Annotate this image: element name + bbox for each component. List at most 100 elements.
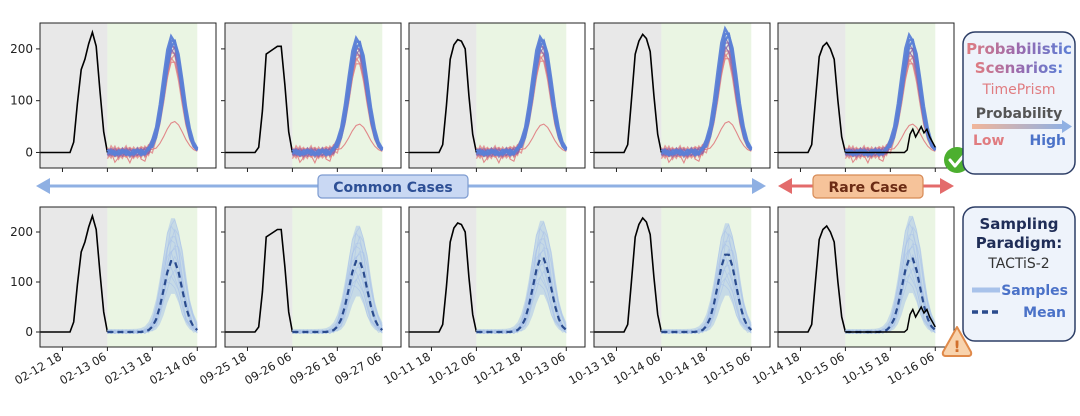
- plot-area-r0-c0: [40, 29, 199, 165]
- ytick-label-r1-0: 0: [25, 325, 33, 339]
- xtick-label-c2-2: 10-12 18: [471, 349, 523, 387]
- common-banner-label: Common Cases: [333, 180, 452, 196]
- panel-frame-r0-c3: [593, 22, 771, 169]
- panel-frame-r1-c1: [224, 206, 402, 348]
- legend-tactis: Sampling Paradigm: TACTiS-2 Samples Mean: [962, 206, 1076, 342]
- rare-case-banner: Rare Case: [778, 174, 954, 199]
- legend-high-label: High: [1029, 133, 1066, 149]
- panel-frame-r0-c1: [224, 22, 402, 169]
- mean-series-r1-c0: [107, 260, 199, 334]
- history-series-r1-c1: [225, 228, 294, 333]
- legend-low-label: Low: [973, 133, 1005, 149]
- history-series-r1-c4: [778, 224, 847, 333]
- plot-area-r0-c3: [594, 25, 753, 165]
- legend-probability-label: Probability: [976, 106, 1063, 122]
- history-series-r0-c4: [778, 41, 847, 154]
- legend-top-title-1: Probabilistic: [966, 40, 1072, 58]
- legend-top-method: TimePrism: [981, 82, 1055, 98]
- legend-bottom-method: TACTiS-2: [987, 256, 1049, 272]
- panel-frame-r1-c3: [593, 206, 771, 348]
- panel-frame-r0-c4: [777, 22, 955, 169]
- plot-area-r1-c3: [594, 216, 753, 334]
- scenario-r0-c2-s0: [475, 34, 568, 156]
- history-region-r0-c0: [40, 23, 108, 168]
- xtick-label-c3-2: 10-14 18: [656, 349, 708, 387]
- plot-area-r0-c2: [409, 34, 568, 165]
- panel-r0-c2: [405, 22, 586, 172]
- history-series-r1-c3: [594, 216, 663, 333]
- sample-strand-r1-c0-12: [107, 236, 198, 334]
- history-series-r0-c1: [225, 45, 294, 154]
- panel-r0-c1: [221, 22, 402, 172]
- mean-series-r1-c3: [661, 253, 753, 334]
- xtick-label-c2-3: 10-13 06: [516, 349, 568, 387]
- legend-mean-label: Mean: [1023, 305, 1066, 321]
- xtick-label-c3-0: 10-13 18: [566, 349, 618, 387]
- scenario-r0-c1-s0: [291, 35, 384, 156]
- xtick-label-c4-1: 10-15 06: [795, 349, 847, 387]
- ytick-label-r1-1: 100: [10, 275, 33, 289]
- scenario-r0-c0-s0: [106, 33, 199, 156]
- plot-area-r0-c4: [778, 31, 937, 165]
- common-arrow-left-head: [36, 178, 50, 194]
- xtick-label-c1-3: 09-27 06: [332, 349, 384, 387]
- ytick-label-r1-2: 200: [10, 225, 33, 239]
- samples-band-r1-c4: [845, 215, 936, 332]
- panel-frame-r1-c4: [777, 206, 955, 348]
- scenario-r0-c3-s0: [660, 25, 753, 156]
- legend-samples-label: Samples: [1001, 283, 1068, 299]
- mean-series-r1-c1: [292, 260, 384, 334]
- panel-frame-r0-c0: [39, 22, 217, 169]
- panel-frame-r0-c2: [408, 22, 586, 169]
- common-banner-box: [317, 174, 469, 199]
- sample-strand-r1-c4-12: [845, 234, 936, 334]
- history-series-r1-c0: [40, 213, 109, 333]
- samples-band-r1-c0: [107, 218, 198, 332]
- history-series-r0-c2: [409, 38, 478, 154]
- plot-area-r0-c1: [225, 35, 384, 165]
- xtick-label-c2-0: 10-11 18: [381, 349, 433, 387]
- sample-strand-r1-c3-12: [661, 240, 752, 334]
- panel-frame-r1-c0: [39, 206, 217, 348]
- xtick-label-c1-1: 09-26 06: [242, 349, 294, 387]
- plot-area-r1-c1: [225, 225, 384, 334]
- panel-r0-c0: 0 100 200: [10, 22, 217, 172]
- ytick-label-r0-2: 200: [10, 42, 33, 56]
- samples-band-r1-c2: [476, 220, 567, 332]
- legend-bottom-box: [962, 206, 1076, 342]
- history-series-r0-c0: [40, 29, 109, 154]
- ytick-label-r0-1: 100: [10, 94, 33, 108]
- legend-bottom-title-1: Sampling: [980, 215, 1059, 233]
- xtick-label-c3-1: 10-14 06: [611, 349, 663, 387]
- plot-area-r1-c0: [40, 213, 199, 335]
- actual-future-r0-c4: [845, 124, 936, 154]
- history-series-r0-c3: [594, 33, 663, 154]
- panel-frame-r1-c2: [408, 206, 586, 348]
- xtick-label-c0-2: 02-13 18: [102, 349, 154, 387]
- xtick-label-c0-0: 02-12 18: [12, 349, 64, 387]
- xtick-label-c4-0: 10-14 18: [750, 349, 802, 387]
- history-series-r1-c2: [409, 222, 478, 333]
- sample-strand-r1-c1-12: [292, 242, 383, 334]
- common-arrow-right-head: [752, 178, 766, 194]
- rare-banner-label: Rare Case: [828, 180, 907, 196]
- svg-text:!: !: [953, 337, 960, 356]
- rare-banner-box: [812, 174, 924, 199]
- xtick-label-c1-2: 09-26 18: [287, 349, 339, 387]
- xtick-label-c4-3: 10-16 06: [885, 349, 937, 387]
- xtick-label-c4-2: 10-15 18: [840, 349, 892, 387]
- legend-top-title-2: Scenarios:: [975, 59, 1063, 77]
- xtick-label-c0-1: 02-13 06: [57, 349, 109, 387]
- actual-future-r1-c4: [845, 305, 936, 333]
- legend-bottom-title-2: Paradigm:: [976, 234, 1062, 252]
- warning-icon: !: [941, 326, 973, 357]
- xtick-label-c3-3: 10-15 06: [701, 349, 753, 387]
- legend-top-box: [962, 31, 1076, 175]
- xtick-label-c1-0: 09-25 18: [197, 349, 249, 387]
